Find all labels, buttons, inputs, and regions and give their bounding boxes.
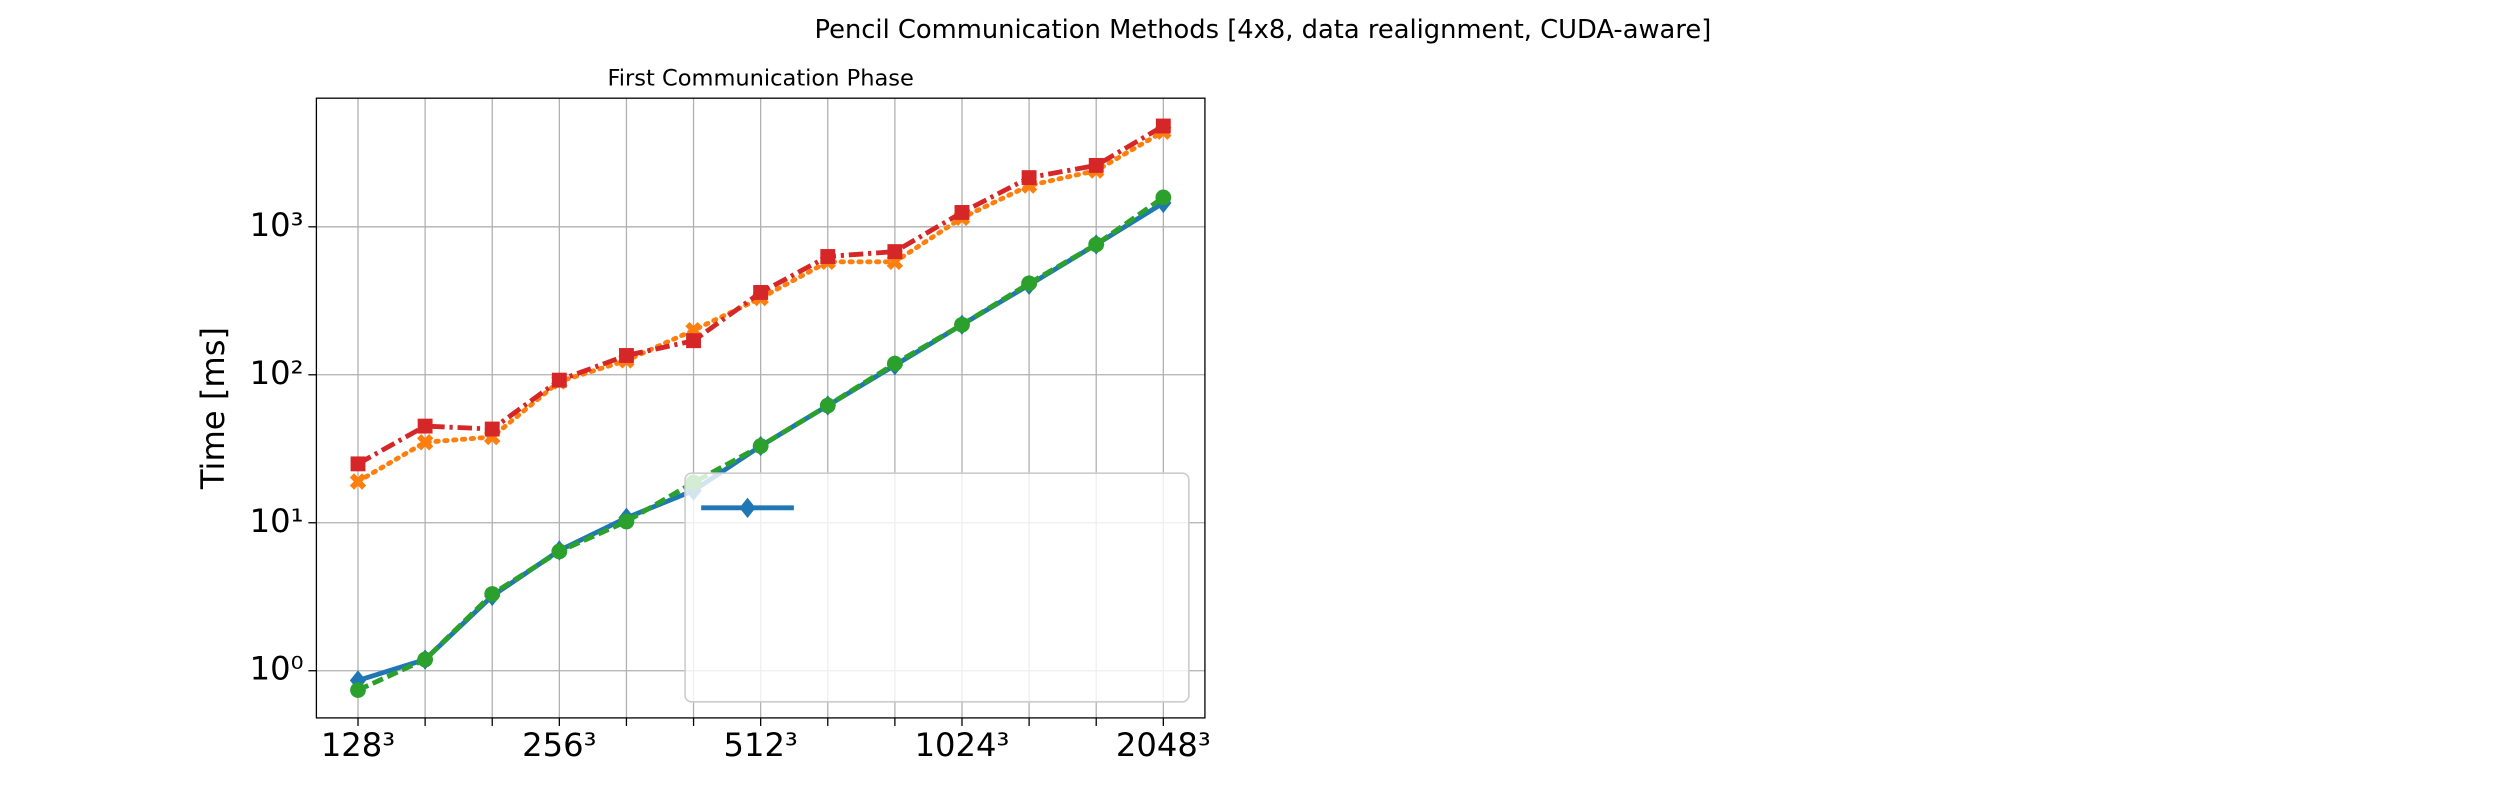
marker — [954, 316, 970, 333]
marker — [416, 434, 434, 451]
marker — [1021, 275, 1037, 292]
marker — [686, 333, 701, 349]
marker — [349, 473, 367, 490]
marker — [1088, 236, 1105, 253]
marker — [887, 244, 903, 260]
plot-frame — [315, 97, 1206, 719]
marker — [417, 418, 433, 434]
x-tick-label: 2048³ — [1116, 726, 1211, 764]
marker — [551, 372, 567, 388]
plot: First Communication Phase Time [ms] 128³ 25… — [194, 65, 1211, 764]
x-tick-label: 1024³ — [915, 726, 1010, 764]
marker — [819, 397, 836, 414]
legend-box — [684, 472, 1190, 703]
marker — [753, 285, 769, 300]
marker — [1021, 170, 1037, 186]
x-tick-label: 128³ — [321, 726, 395, 764]
y-tick-label: 10¹ — [250, 502, 304, 540]
marker — [954, 205, 970, 220]
marker — [820, 249, 836, 264]
marker — [618, 513, 635, 530]
marker — [1155, 189, 1172, 206]
marker — [350, 456, 366, 472]
x-tick-label: 512³ — [723, 726, 797, 764]
y-tick-label: 10³ — [250, 206, 304, 244]
marker — [886, 355, 903, 372]
x-tick-label: 256³ — [522, 726, 596, 764]
marker — [619, 348, 634, 363]
marker — [752, 438, 769, 454]
legend-marker — [739, 497, 756, 518]
marker — [1155, 118, 1171, 134]
figure-title: Pencil Communication Methods [4x8, data … — [815, 15, 1712, 45]
marker — [417, 651, 434, 668]
y-tick-label: 10⁰ — [250, 650, 304, 688]
marker — [484, 586, 501, 602]
marker — [1088, 157, 1104, 173]
subplot-title: First Communication Phase — [607, 65, 913, 91]
marker — [551, 543, 568, 560]
y-tick-label: 10² — [250, 354, 304, 392]
marker — [350, 682, 366, 698]
marker — [484, 421, 500, 437]
y-axis-label: Time [ms] — [194, 327, 232, 490]
